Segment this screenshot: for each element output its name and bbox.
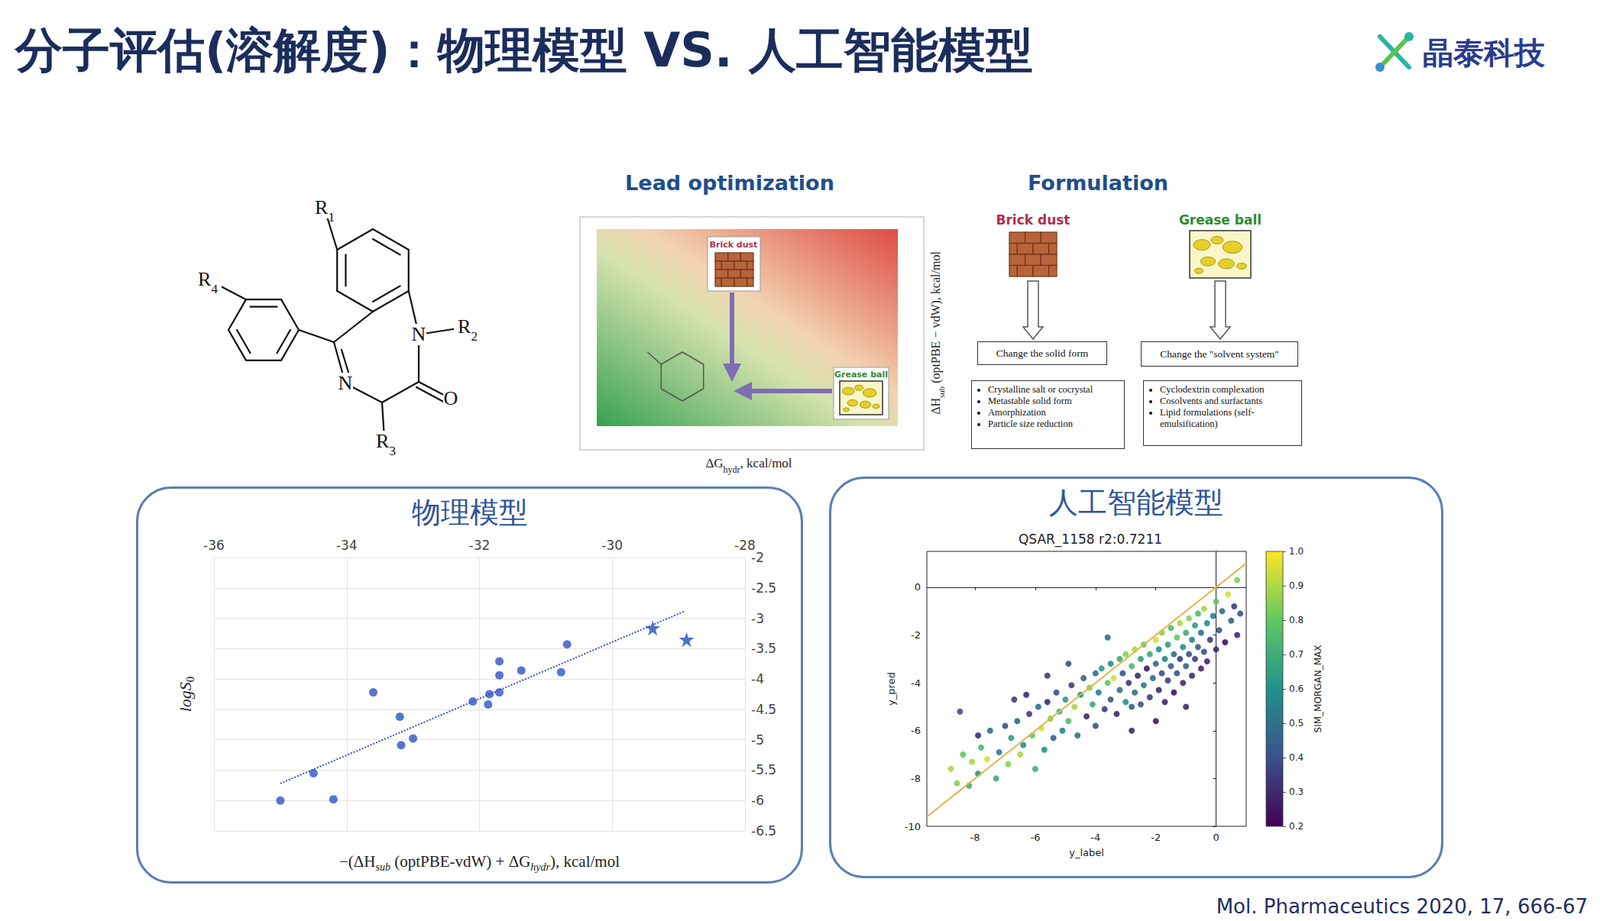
svg-text:0.9: 0.9 bbox=[1289, 580, 1304, 592]
svg-text:0.7: 0.7 bbox=[1289, 649, 1304, 661]
svg-text:N: N bbox=[338, 372, 354, 395]
html-text:Mol. Pharmaceutics 2020, 17, 6: Mol. Pharmaceutics 2020, 17, 666-67 bbox=[1216, 895, 1588, 919]
html-text:物理模型: 物理模型 bbox=[411, 495, 528, 530]
svg-text:-4.5: -4.5 bbox=[751, 702, 777, 718]
svg-text:Formulation: Formulation bbox=[1027, 171, 1169, 195]
svg-text:R2: R2 bbox=[457, 315, 478, 344]
html-text:分子评估(溶解度)：物理模型 VS. 人工智能模型: 分子评估(溶解度)：物理模型 VS. 人工智能模型 bbox=[15, 22, 1034, 78]
svg-text:), kcal/mol: ), kcal/mol bbox=[550, 852, 620, 872]
svg-text:0.3: 0.3 bbox=[1289, 787, 1304, 798]
svg-text:0.4: 0.4 bbox=[1289, 752, 1304, 764]
svg-text:-4: -4 bbox=[1090, 832, 1101, 844]
svg-text:-6: -6 bbox=[751, 793, 765, 809]
svg-text:-10: -10 bbox=[904, 821, 921, 833]
html-text:人工智能模型: 人工智能模型 bbox=[1049, 485, 1224, 520]
svg-text:-6.5: -6.5 bbox=[751, 823, 777, 839]
svg-text:-6: -6 bbox=[910, 725, 921, 737]
svg-text:Brick dust: Brick dust bbox=[709, 239, 758, 250]
svg-text:N: N bbox=[411, 323, 427, 346]
svg-text:sub: sub bbox=[375, 861, 391, 874]
svg-text:-3.5: -3.5 bbox=[751, 641, 777, 657]
svg-text:-6: -6 bbox=[1029, 832, 1040, 844]
svg-text:-2: -2 bbox=[910, 629, 921, 642]
svg-text:-2: -2 bbox=[1150, 832, 1161, 844]
svg-text:-2: -2 bbox=[751, 550, 765, 566]
html-text:Crystalline salt or cocrystal: Crystalline salt or cocrystal bbox=[987, 384, 1093, 396]
svg-text:-8: -8 bbox=[970, 832, 981, 844]
svg-text:0.8: 0.8 bbox=[1289, 615, 1304, 626]
svg-text:-2.5: -2.5 bbox=[751, 580, 777, 596]
svg-text:R3: R3 bbox=[375, 430, 396, 459]
svg-text:0.6: 0.6 bbox=[1289, 683, 1304, 695]
svg-text:0: 0 bbox=[914, 581, 921, 593]
svg-text:(optPBE-vdW) + ΔG: (optPBE-vdW) + ΔG bbox=[390, 852, 531, 872]
svg-text:QSAR_1158 r2:0.7211: QSAR_1158 r2:0.7211 bbox=[1018, 531, 1163, 548]
svg-text:R1: R1 bbox=[314, 196, 335, 225]
svg-text:y_label: y_label bbox=[1068, 847, 1105, 859]
svg-text:0.5: 0.5 bbox=[1289, 718, 1304, 729]
svg-text:Grease ball: Grease ball bbox=[1178, 212, 1262, 228]
svg-text:0.2: 0.2 bbox=[1289, 821, 1304, 833]
svg-text:y_pred: y_pred bbox=[885, 672, 898, 707]
svg-text:R4: R4 bbox=[197, 268, 218, 297]
svg-text:1.0: 1.0 bbox=[1289, 546, 1304, 558]
svg-text:-5: -5 bbox=[751, 732, 765, 749]
svg-text:−(ΔH: −(ΔH bbox=[339, 852, 376, 872]
svg-text:-30: -30 bbox=[601, 537, 623, 554]
svg-text:-4: -4 bbox=[751, 671, 765, 687]
svg-text:logS: logS bbox=[175, 682, 195, 713]
svg-text:ΔGhydr, kcal/mol: ΔGhydr, kcal/mol bbox=[705, 456, 792, 476]
svg-text:-8: -8 bbox=[910, 773, 921, 785]
html-text:Particle size reduction: Particle size reduction bbox=[987, 418, 1073, 430]
svg-text:-36: -36 bbox=[203, 537, 225, 554]
html-text:Change the "solvent system": Change the "solvent system" bbox=[1160, 348, 1279, 360]
html-text:Amorphization: Amorphization bbox=[987, 407, 1046, 418]
svg-text:Lead optimization: Lead optimization bbox=[625, 171, 835, 195]
html-text:晶泰科技: 晶泰科技 bbox=[1422, 35, 1545, 71]
svg-text:-32: -32 bbox=[469, 537, 491, 554]
svg-text:ΔHsub (optPBE − vdW), kcal/mol: ΔHsub (optPBE − vdW), kcal/mol bbox=[929, 251, 946, 415]
svg-text:hydr: hydr bbox=[530, 861, 551, 874]
svg-text:0: 0 bbox=[184, 676, 197, 684]
svg-text:-34: -34 bbox=[336, 537, 358, 554]
svg-text:-28: -28 bbox=[734, 537, 756, 554]
svg-text:Grease ball: Grease ball bbox=[834, 369, 888, 380]
svg-text:O: O bbox=[443, 387, 459, 410]
svg-text:-5.5: -5.5 bbox=[751, 762, 777, 778]
html-text:Metastable solid form: Metastable solid form bbox=[987, 395, 1072, 407]
svg-text:SIM_MORGAN_MAX: SIM_MORGAN_MAX bbox=[1312, 645, 1324, 734]
svg-text:0: 0 bbox=[1212, 832, 1219, 844]
html-text:Lipid formulations (self-emuls: Lipid formulations (self-emulsification) bbox=[1159, 407, 1255, 430]
svg-text:-4: -4 bbox=[910, 677, 921, 690]
html-text:Cosolvents and surfactants: Cosolvents and surfactants bbox=[1159, 395, 1263, 407]
html-text:Cyclodextrin complexation: Cyclodextrin complexation bbox=[1159, 384, 1265, 396]
svg-text:Brick dust: Brick dust bbox=[996, 212, 1071, 228]
svg-text:-3: -3 bbox=[751, 611, 765, 627]
html-text:Change the solid form: Change the solid form bbox=[996, 347, 1089, 359]
